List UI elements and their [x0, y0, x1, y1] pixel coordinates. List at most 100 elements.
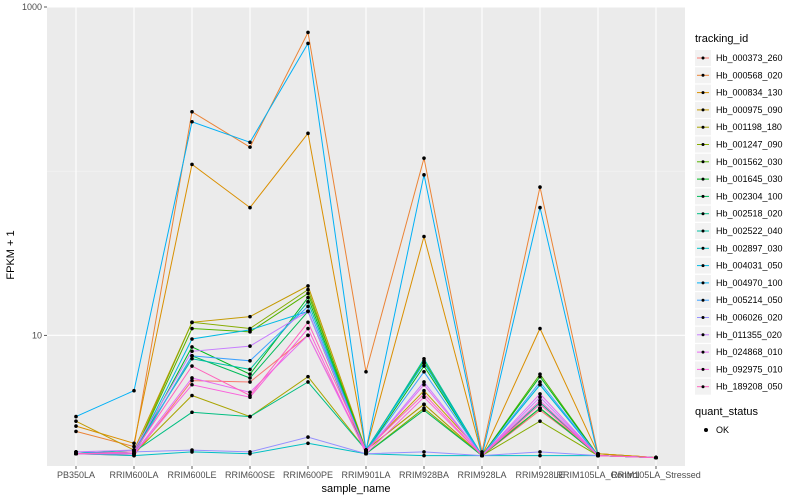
data-point: [422, 395, 426, 399]
legend-label: Hb_002518_020: [716, 209, 783, 219]
data-point: [422, 450, 426, 454]
legend-key-point: [701, 160, 705, 164]
data-point: [190, 320, 194, 325]
data-point: [422, 234, 426, 239]
data-point: [190, 326, 194, 331]
data-point: [364, 448, 368, 452]
data-point: [306, 131, 310, 136]
data-point: [248, 450, 252, 454]
legend-key-point: [701, 143, 705, 146]
legend-label: Hb_000373_260: [716, 53, 783, 63]
legend-label: Hb_000975_090: [716, 105, 783, 115]
data-point: [74, 429, 78, 434]
data-point: [306, 41, 310, 46]
data-point: [422, 402, 426, 407]
data-point: [538, 372, 542, 376]
data-point: [422, 364, 426, 368]
data-point: [422, 356, 426, 361]
legend-label: Hb_024868_010: [716, 347, 783, 357]
legend-label: Hb_002304_100: [716, 191, 783, 201]
data-point: [538, 450, 542, 454]
data-point: [654, 455, 658, 460]
x-tick-label: RRIM105LA_Control: [556, 470, 639, 480]
legend-label: Hb_002522_040: [716, 226, 783, 236]
data-point: [74, 414, 78, 419]
data-point: [132, 441, 136, 446]
data-point: [422, 173, 426, 177]
legend-key-point: [701, 212, 705, 216]
data-point: [190, 349, 194, 354]
legend-label: Hb_092975_010: [716, 364, 783, 374]
data-point: [306, 309, 310, 314]
data-point: [248, 372, 252, 376]
x-tick-label: RRIM600PE: [283, 470, 333, 480]
data-point: [190, 119, 194, 124]
data-point: [538, 374, 542, 379]
data-point: [364, 451, 368, 456]
data-point: [248, 390, 252, 395]
data-point: [190, 109, 194, 114]
data-point: [190, 376, 194, 380]
legend-label: Hb_000568_020: [716, 70, 783, 80]
data-point: [132, 450, 136, 454]
data-point: [306, 380, 310, 384]
legend-title: tracking_id: [695, 33, 748, 45]
data-point: [190, 393, 194, 398]
data-point: [306, 30, 310, 35]
data-point: [190, 337, 194, 341]
data-point: [306, 326, 310, 331]
data-point: [248, 314, 252, 319]
legend-key-point: [701, 333, 705, 337]
data-point: [422, 361, 426, 365]
data-point: [306, 304, 310, 309]
legend-label: Hb_000834_130: [716, 88, 783, 98]
legend: tracking_id quant_status OK Hb_000373_26…: [695, 33, 783, 435]
data-point: [422, 382, 426, 387]
data-point: [248, 358, 252, 363]
quant-legend-label: OK: [716, 425, 729, 435]
data-point: [74, 419, 78, 423]
y-tick-label: 10: [32, 330, 42, 340]
legend-key-point: [701, 385, 705, 389]
plot-area: [47, 6, 685, 466]
data-point: [306, 284, 310, 288]
legend-key-point: [701, 125, 705, 129]
x-tick-label: PB350LA: [57, 470, 95, 480]
data-point: [190, 378, 194, 383]
data-point: [422, 369, 426, 374]
data-point: [74, 451, 78, 456]
quant-legend-point: [704, 428, 708, 432]
legend-key-point: [701, 316, 705, 319]
data-point: [306, 320, 310, 325]
x-tick-label: RRIM105LA_Stressed: [611, 470, 701, 480]
data-point: [248, 145, 252, 149]
data-point: [248, 328, 252, 332]
data-point: [74, 424, 78, 428]
x-tick-label: RRIM928BA: [399, 470, 449, 480]
x-tick-label: RRIM600LE: [167, 470, 216, 480]
data-point: [248, 414, 252, 419]
data-point: [248, 140, 252, 145]
data-point: [364, 369, 368, 374]
data-point: [538, 185, 542, 189]
data-point: [190, 162, 194, 167]
x-tick-label: RRIM928LA: [457, 470, 506, 480]
data-point: [190, 345, 194, 349]
data-point: [538, 205, 542, 210]
legend-key-point: [701, 264, 705, 268]
legend-key-point: [701, 367, 705, 371]
data-point: [248, 344, 252, 348]
axes: 10 1000 PB350LA RRIM600LA RRIM600LE RRIM600SE…: [22, 2, 701, 480]
data-point: [538, 402, 542, 407]
legend-key-point: [701, 298, 705, 302]
data-point: [306, 287, 310, 292]
data-point: [190, 354, 194, 358]
legend-label: Hb_001198_180: [716, 122, 782, 132]
data-point: [538, 326, 542, 331]
x-tick-label: RRIM600SE: [225, 470, 275, 480]
legend-key-point: [701, 73, 705, 77]
data-point: [306, 333, 310, 338]
legend-key-point: [701, 177, 705, 181]
data-point: [248, 393, 252, 398]
